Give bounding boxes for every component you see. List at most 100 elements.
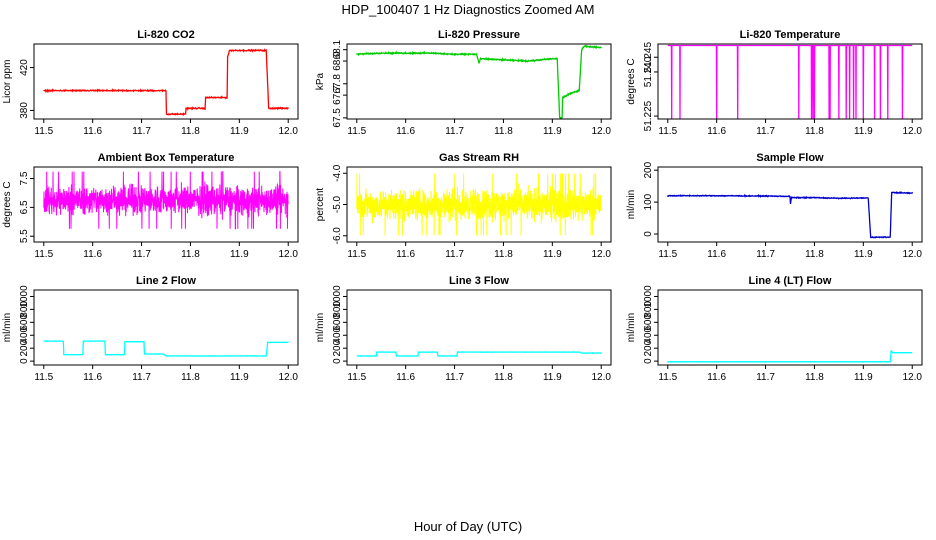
x-tick-label: 12.0 bbox=[278, 249, 298, 260]
x-tick-label: 12.0 bbox=[591, 372, 611, 383]
x-tick-label: 11.6 bbox=[707, 372, 726, 383]
y-tick-label: 67.5 bbox=[332, 108, 343, 128]
plot-frame bbox=[657, 289, 923, 366]
y-tick-label: 67.8 bbox=[332, 74, 343, 94]
y-tick-label: 380 bbox=[19, 102, 30, 119]
chart-title: Li-820 Pressure bbox=[438, 29, 520, 41]
x-tick-label: 11.5 bbox=[347, 372, 366, 383]
x-tick-label: 11.8 bbox=[494, 126, 513, 137]
x-tick-label: 11.5 bbox=[658, 249, 677, 260]
chart-title: Line 2 Flow bbox=[136, 275, 196, 287]
x-tick-label: 11.7 bbox=[445, 126, 464, 137]
plot-frame bbox=[346, 289, 612, 366]
y-tick-label: 200 bbox=[643, 161, 654, 178]
y-tick-label: 800 bbox=[19, 301, 30, 318]
x-tick-label: 11.5 bbox=[347, 249, 366, 260]
chart-title: Li-820 CO2 bbox=[137, 29, 194, 41]
chart-panel: Line 2 Flow 11.5 11.6 11.7 11.8 11.9 12.0 0 2004… bbox=[2, 275, 299, 383]
y-tick-label: 68.0 bbox=[332, 51, 343, 71]
y-tick-label: 67.7 bbox=[332, 85, 343, 105]
chart-title: Gas Stream RH bbox=[439, 152, 519, 164]
y-tick-label: 400 bbox=[643, 326, 654, 343]
x-tick-label: 11.9 bbox=[543, 372, 562, 383]
x-tick-label: 11.8 bbox=[494, 372, 513, 383]
x-tick-label: 11.9 bbox=[854, 372, 873, 383]
x-tick-label: 11.6 bbox=[83, 126, 102, 137]
x-tick-label: 11.5 bbox=[34, 126, 53, 137]
y-tick-label: 0 bbox=[643, 358, 654, 364]
y-tick-label: 51.245 bbox=[643, 42, 654, 73]
chart-title: Ambient Box Temperature bbox=[98, 152, 235, 164]
x-tick-label: 11.7 bbox=[445, 249, 464, 260]
y-tick-label: 1000 bbox=[643, 285, 654, 308]
x-tick-label: 11.6 bbox=[396, 249, 415, 260]
chart-panel: Sample Flow 11.5 11.6 11.7 11.8 11.9 12.0 0 100 2… bbox=[626, 152, 923, 260]
x-tick-label: 11.6 bbox=[707, 126, 726, 137]
series-line bbox=[43, 48, 289, 117]
plot-frame bbox=[346, 43, 612, 120]
x-tick-label: 11.7 bbox=[132, 126, 151, 137]
x-tick-label: 11.7 bbox=[132, 372, 151, 383]
x-tick-label: 11.8 bbox=[181, 249, 200, 260]
series-line bbox=[356, 350, 602, 358]
x-tick-label: 11.9 bbox=[230, 126, 249, 137]
y-tick-label: 68.1 bbox=[332, 40, 343, 60]
chart-panels: Li-820 CO2 11.5 11.6 11.7 11.8 11.9 12.0 380 420… bbox=[2, 29, 923, 383]
series-line bbox=[667, 44, 913, 120]
y-axis-label: kPa bbox=[315, 72, 326, 90]
x-tick-label: 11.7 bbox=[756, 126, 775, 137]
chart-panel: Li-820 Pressure 11.5 11.6 11.7 11.8 11.9 12.0 6… bbox=[315, 29, 612, 137]
x-tick-label: 11.8 bbox=[494, 249, 513, 260]
x-tick-label: 11.9 bbox=[854, 249, 873, 260]
x-tick-label: 11.8 bbox=[181, 372, 200, 383]
y-axis-label: ml/min bbox=[626, 313, 637, 342]
x-tick-label: 11.8 bbox=[805, 126, 824, 137]
y-tick-label: 600 bbox=[332, 314, 343, 331]
y-tick-label: 200 bbox=[19, 339, 30, 356]
y-tick-label: 7.5 bbox=[19, 171, 30, 185]
y-tick-label: 0 bbox=[332, 358, 343, 364]
y-tick-label: -4.0 bbox=[332, 164, 343, 182]
chart-title: Sample Flow bbox=[756, 152, 824, 164]
chart-panel: Li-820 Temperature 11.5 11.6 11.7 11.8 11.9 12… bbox=[626, 29, 923, 137]
x-tick-label: 12.0 bbox=[902, 249, 922, 260]
chart-title: Line 4 (LT) Flow bbox=[749, 275, 832, 287]
x-tick-label: 11.6 bbox=[396, 126, 415, 137]
y-tick-label: 800 bbox=[332, 301, 343, 318]
x-tick-label: 11.7 bbox=[756, 372, 775, 383]
y-tick-label: 400 bbox=[332, 326, 343, 343]
y-tick-label: -6.0 bbox=[332, 227, 343, 245]
x-tick-label: 11.5 bbox=[658, 126, 677, 137]
chart-panel: Li-820 CO2 11.5 11.6 11.7 11.8 11.9 12.0 380 420… bbox=[2, 29, 299, 137]
x-tick-label: 11.6 bbox=[83, 372, 102, 383]
x-tick-label: 11.7 bbox=[132, 249, 151, 260]
y-tick-label: 600 bbox=[643, 314, 654, 331]
series-line bbox=[667, 191, 913, 239]
x-tick-label: 11.5 bbox=[34, 249, 53, 260]
plot-frame bbox=[657, 43, 923, 120]
chart-panel: Gas Stream RH 11.5 11.6 11.7 11.8 11.9 12.0 -6.… bbox=[315, 152, 612, 260]
y-axis-label: Licor ppm bbox=[2, 60, 13, 104]
x-tick-label: 12.0 bbox=[902, 126, 922, 137]
series-line bbox=[43, 171, 289, 230]
x-tick-label: 11.5 bbox=[658, 372, 677, 383]
x-tick-label: 11.6 bbox=[707, 249, 726, 260]
x-tick-label: 11.7 bbox=[756, 249, 775, 260]
y-tick-label: 0 bbox=[19, 358, 30, 364]
plot-frame bbox=[33, 166, 299, 243]
chart-panel: Line 4 (LT) Flow 11.5 11.6 11.7 11.8 11.9 12.0… bbox=[626, 275, 923, 383]
y-tick-label: 600 bbox=[19, 314, 30, 331]
y-tick-label: 800 bbox=[643, 301, 654, 318]
x-tick-label: 11.9 bbox=[854, 126, 873, 137]
y-tick-label: 0 bbox=[643, 231, 654, 237]
plot-frame bbox=[33, 43, 299, 120]
y-tick-label: 51.240 bbox=[643, 56, 654, 87]
x-tick-label: 11.5 bbox=[34, 372, 53, 383]
y-tick-label: 400 bbox=[19, 326, 30, 343]
y-axis-label: degrees C bbox=[2, 181, 13, 227]
y-tick-label: 200 bbox=[332, 339, 343, 356]
series-line bbox=[356, 44, 602, 119]
x-tick-label: 11.8 bbox=[805, 249, 824, 260]
y-tick-label: 51.225 bbox=[643, 100, 654, 131]
x-tick-label: 11.6 bbox=[396, 372, 415, 383]
